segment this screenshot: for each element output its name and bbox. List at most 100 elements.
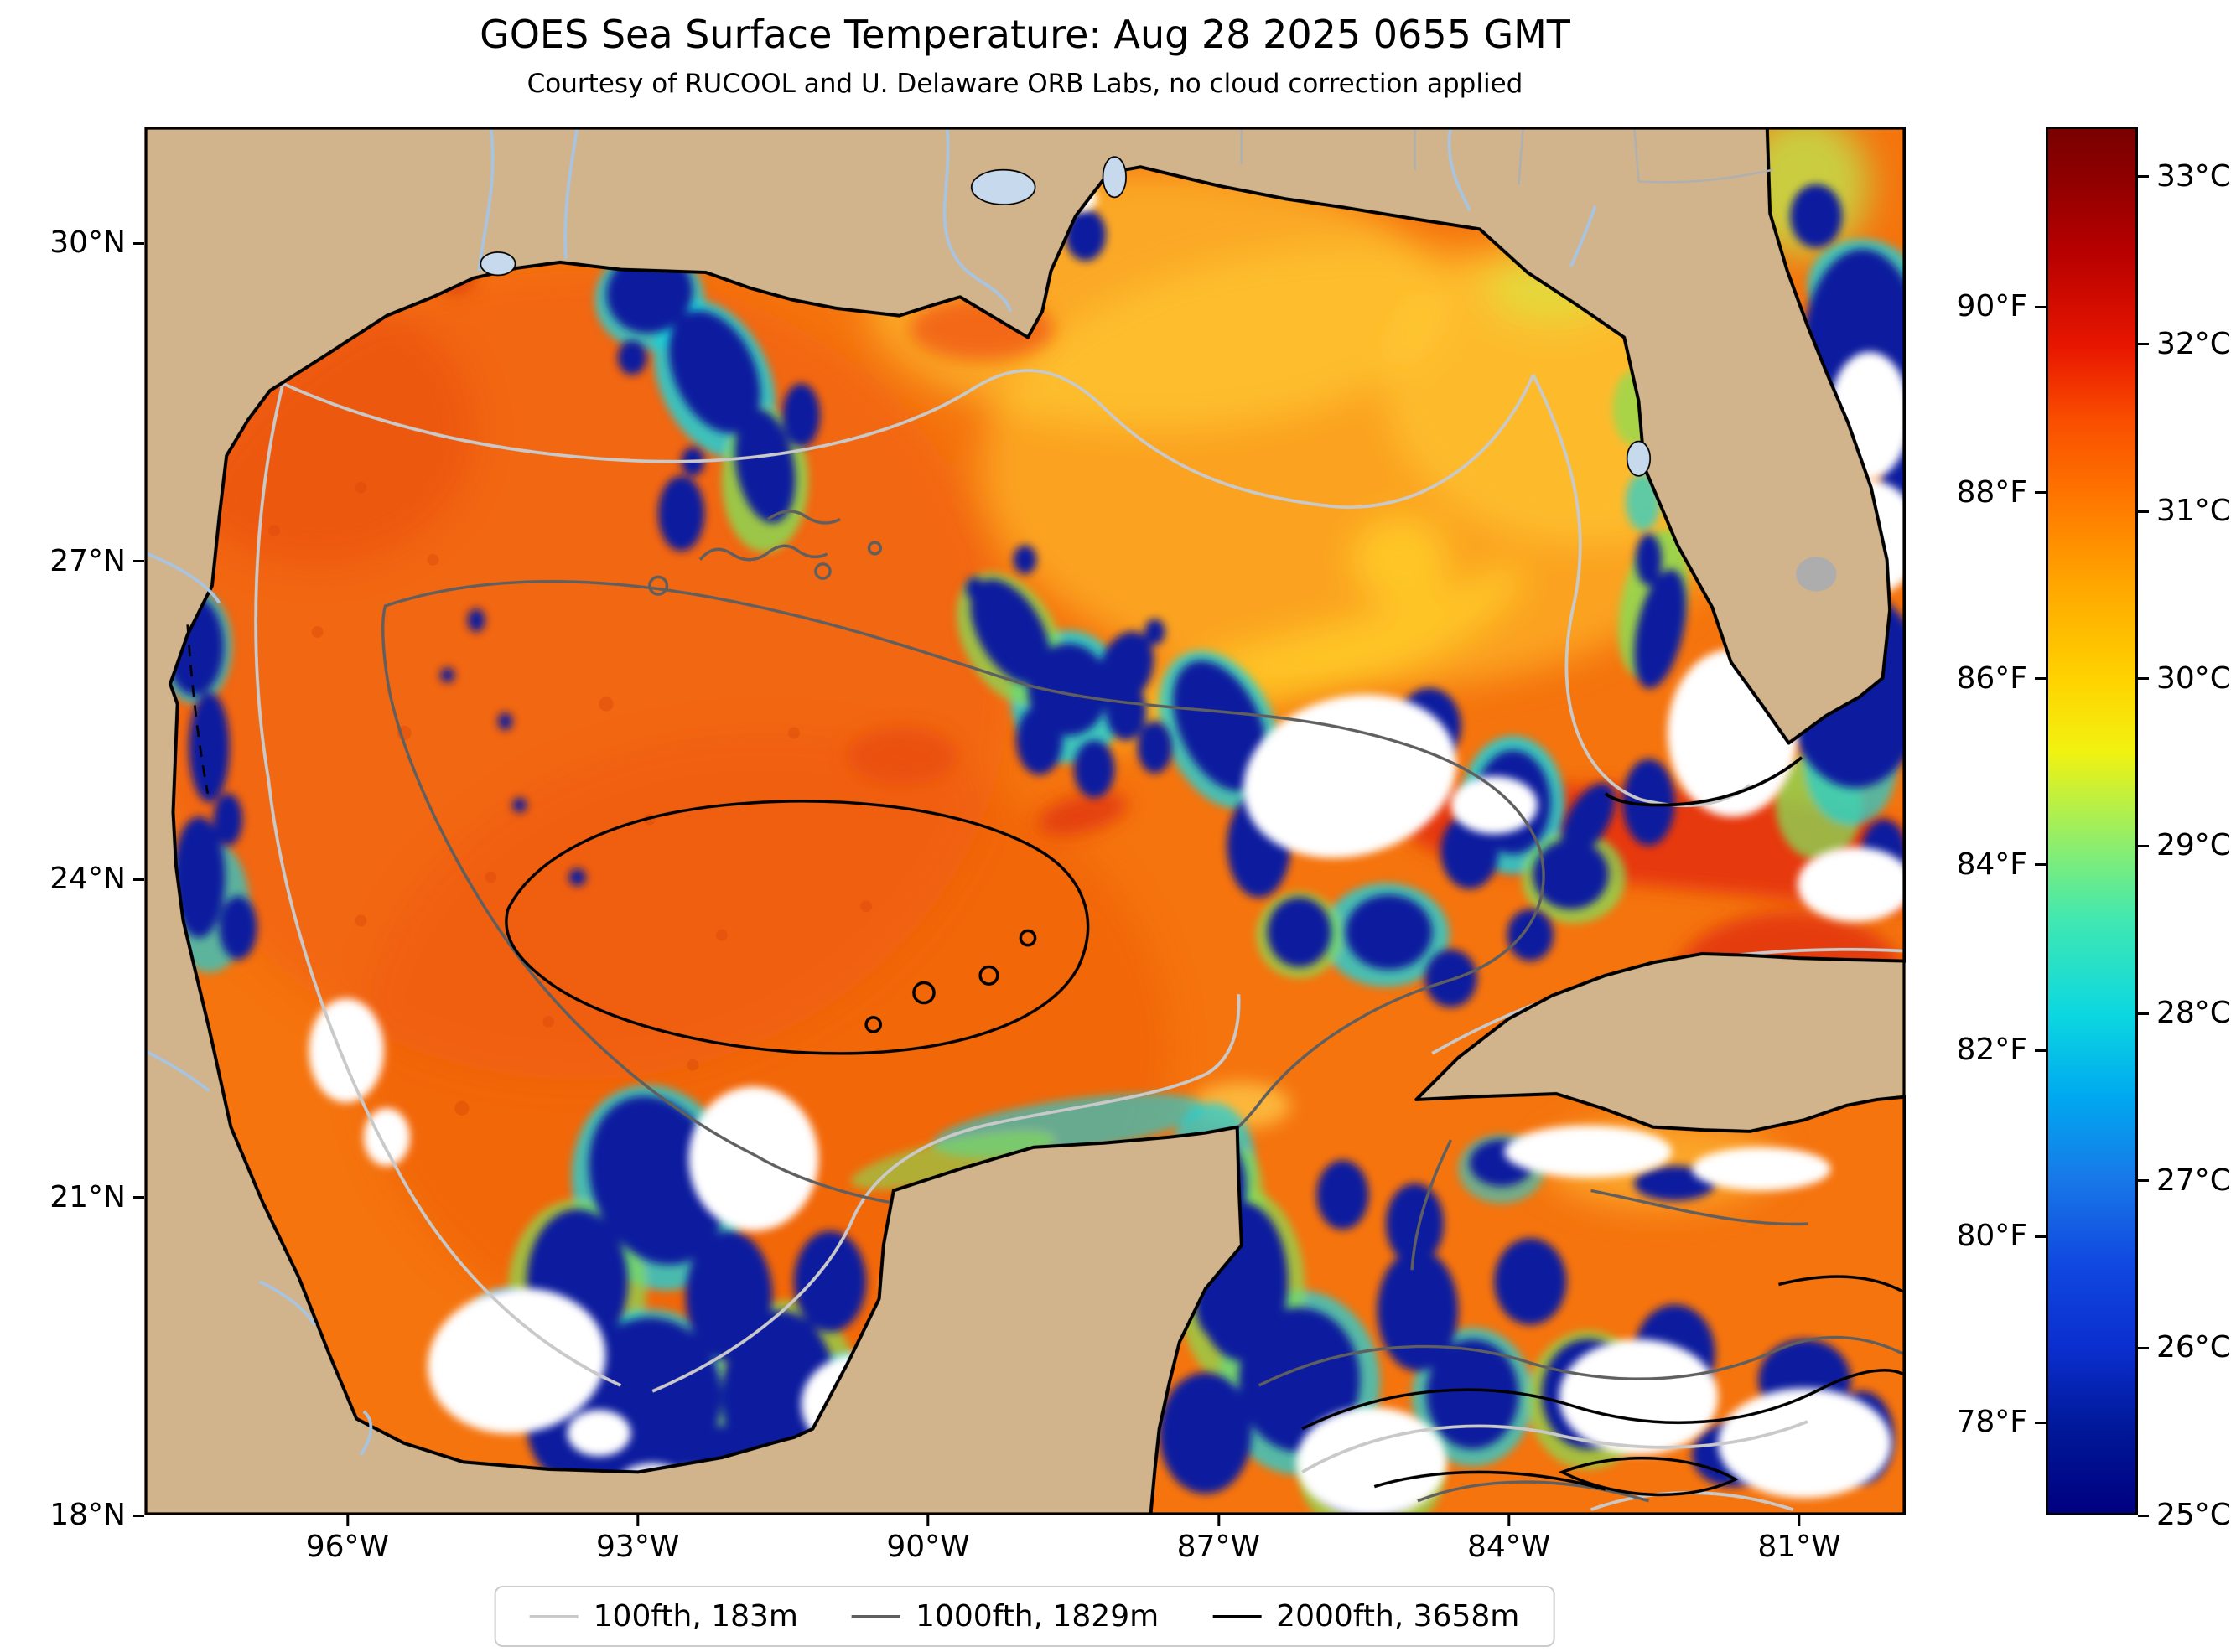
tick-mark	[2035, 1049, 2046, 1052]
lat-tick-label: 21°N	[49, 1179, 126, 1214]
colorbar-c-label: 33°C	[2156, 158, 2231, 194]
lon-tick-label: 93°W	[596, 1530, 680, 1564]
legend-item-1: 1000fth, 1829m	[852, 1599, 1159, 1634]
colorbar-tick-f-88: 88°F	[1956, 474, 2046, 510]
colorbar-tick-c-25: 25°C	[2138, 1500, 2231, 1530]
tick-mark	[345, 1515, 349, 1526]
legend-line-sample	[1212, 1614, 1262, 1618]
colorbar-c-label: 25°C	[2156, 1498, 2231, 1532]
legend-label: 100fth, 183m	[593, 1599, 799, 1634]
legend-label: 2000fth, 3658m	[1276, 1599, 1520, 1634]
lon-tick-label: 84°W	[1466, 1530, 1551, 1564]
tick-mark	[1507, 1515, 1511, 1526]
colorbar-gradient	[2046, 127, 2138, 1515]
colorbar-c-label: 27°C	[2156, 1163, 2231, 1198]
colorbar-tick-f-78: 78°F	[1956, 1407, 2046, 1437]
tick-mark	[926, 1515, 930, 1526]
lat-tick-24: 24°N	[49, 864, 144, 894]
lon-tick-93: 93°W	[596, 1515, 679, 1562]
lat-tick-label: 18°N	[49, 1498, 126, 1532]
tick-mark	[1217, 1515, 1220, 1526]
lon-tick-84: 84°W	[1467, 1515, 1550, 1562]
rivers	[144, 127, 1597, 1456]
lat-tick-label: 24°N	[49, 862, 126, 897]
colorbar-f-label: 84°F	[1956, 847, 2027, 882]
colorbar-tick-c-26: 26°C	[2138, 1333, 2231, 1363]
lon-tick-90: 90°W	[886, 1515, 970, 1564]
colorbar-c-label: 30°C	[2156, 660, 2231, 696]
colorbar-f-label: 88°F	[1956, 474, 2027, 510]
tick-mark	[2035, 1235, 2046, 1238]
tick-mark	[2138, 175, 2149, 179]
map-plot: 30°N 27°N 24°N 21°N 18°N 96°W 93°W 90°W 87°W 84°W…	[49, 127, 1906, 1562]
lat-tick-18: 18°N	[49, 1500, 144, 1530]
sst-field	[169, 127, 1906, 1515]
colorbar-f-label: 86°F	[1956, 660, 2027, 696]
tick-mark	[133, 1514, 144, 1517]
tick-mark	[1798, 1515, 1801, 1526]
colorbar-tick-c-28: 28°C	[2138, 998, 2231, 1028]
colorbar: 90°F 88°F 86°F 84°F 82°F 80°F 78°F 33°C 32°C 31°C…	[1956, 127, 2231, 1530]
colorbar-tick-f-82: 82°F	[1956, 1035, 2046, 1065]
lon-tick-81: 81°W	[1757, 1515, 1841, 1564]
tick-mark	[2035, 677, 2046, 681]
barrier-island-dashed	[186, 624, 210, 795]
page-subtitle: Courtesy of RUCOOL and U. Delaware ORB L…	[527, 69, 1523, 99]
colorbar-c-label: 26°C	[2156, 1330, 2231, 1365]
legend-item-2: 2000fth, 3658m	[1212, 1599, 1519, 1634]
colorbar-c-label: 32°C	[2156, 326, 2231, 361]
tick-mark	[2035, 863, 2046, 867]
colorbar-f-label: 78°F	[1956, 1405, 2027, 1440]
legend-line-sample	[852, 1614, 901, 1618]
lon-tick-label: 81°W	[1757, 1530, 1841, 1564]
lat-tick-30: 30°N	[49, 228, 144, 258]
colorbar-tick-f-90: 90°F	[1956, 292, 2046, 322]
colorbar-tick-f-84: 84°F	[1956, 847, 2046, 882]
contour-1000fathom	[381, 510, 1904, 1503]
colorbar-tick-c-29: 29°C	[2138, 831, 2231, 861]
tick-mark	[2138, 1012, 2149, 1015]
lat-tick-27: 27°N	[49, 546, 144, 577]
colorbar-f-label: 82°F	[1956, 1033, 2027, 1068]
tick-mark	[2138, 677, 2149, 681]
lat-tick-label: 27°N	[49, 543, 126, 578]
lon-tick-label: 90°W	[886, 1530, 970, 1564]
lat-tick-label: 30°N	[49, 225, 126, 261]
colorbar-tick-f-86: 86°F	[1956, 660, 2046, 696]
lon-tick-label: 96°W	[305, 1530, 390, 1564]
plot-frame	[144, 127, 1906, 1515]
tick-mark	[2138, 1179, 2149, 1183]
tick-mark	[133, 1196, 144, 1199]
tick-mark	[2035, 1421, 2046, 1424]
lat-tick-21: 21°N	[49, 1179, 144, 1214]
colorbar-c-label: 29°C	[2156, 828, 2231, 863]
colorbar-tick-c-27: 27°C	[2138, 1163, 2231, 1198]
florida-keys	[1604, 756, 1803, 807]
colorbar-tick-f-80: 80°F	[1956, 1221, 2046, 1251]
colorbar-tick-c-31: 31°C	[2138, 496, 2231, 526]
colorbar-tick-c-30: 30°C	[2138, 660, 2231, 696]
tick-mark	[2138, 1346, 2149, 1349]
state-borders	[1240, 127, 1773, 184]
lakes	[480, 156, 1837, 592]
page-title: GOES Sea Surface Temperature: Aug 28 202…	[480, 12, 1570, 57]
legend-line-sample	[529, 1614, 579, 1618]
legend: 100fth, 183m 1000fth, 1829m 2000fth, 3658m	[494, 1586, 1555, 1647]
tick-mark	[2138, 1514, 2149, 1517]
colorbar-tick-c-33: 33°C	[2138, 158, 2231, 194]
tick-mark	[2138, 844, 2149, 847]
lon-tick-label: 87°W	[1176, 1530, 1261, 1564]
tick-mark	[133, 560, 144, 563]
tick-mark	[133, 878, 144, 881]
tick-mark	[2035, 305, 2046, 308]
colorbar-f-label: 80°F	[1956, 1219, 2027, 1254]
gulf-sst-map	[144, 127, 1906, 1515]
legend-label: 1000fth, 1829m	[916, 1599, 1160, 1634]
lon-tick-96: 96°W	[306, 1515, 389, 1562]
colorbar-f-label: 90°F	[1956, 289, 2027, 324]
tick-mark	[2138, 343, 2149, 346]
colorbar-c-label: 28°C	[2156, 996, 2231, 1031]
contour-100fathom	[254, 369, 1903, 1511]
legend-item-0: 100fth, 183m	[529, 1599, 799, 1634]
